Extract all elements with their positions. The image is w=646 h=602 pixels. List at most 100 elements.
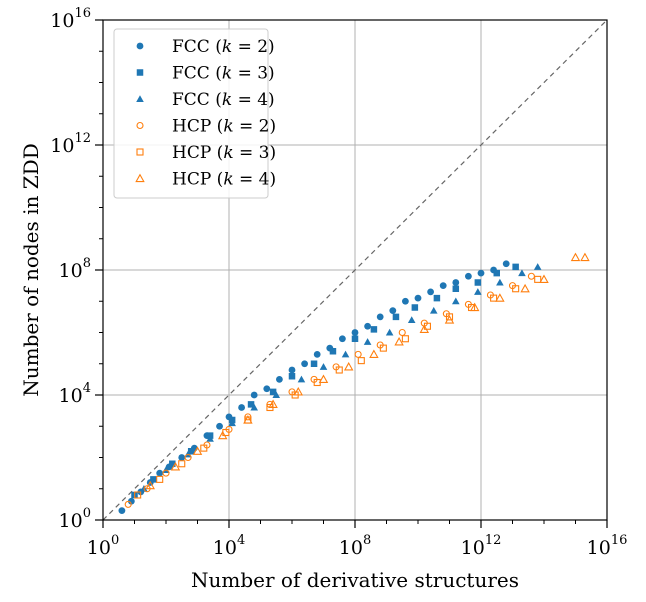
data-point: [379, 344, 387, 352]
data-point: [439, 282, 447, 290]
data-point: [533, 263, 542, 270]
data-point: [162, 469, 170, 477]
data-point: [310, 360, 318, 367]
data-point: [127, 497, 135, 505]
series-0: [118, 260, 510, 515]
data-point: [527, 272, 535, 280]
reference-diagonal-line: [102, 19, 608, 521]
data-point: [170, 461, 181, 471]
data-point: [329, 348, 337, 355]
data-point: [238, 404, 246, 411]
data-point: [520, 283, 530, 293]
data-point: [411, 304, 419, 311]
data-point: [419, 324, 430, 333]
data-point: [272, 391, 281, 399]
x-tick-label: 104: [213, 533, 245, 559]
data-point: [288, 366, 296, 374]
data-point: [269, 388, 277, 396]
data-point: [518, 269, 526, 277]
data-point: [469, 302, 480, 312]
x-tick-label: 100: [87, 533, 119, 559]
legend-marker: [136, 121, 144, 130]
series-3: [124, 272, 535, 508]
legend-label: FCC (k = 2): [172, 37, 275, 57]
y-tick-label: 1016: [50, 6, 91, 32]
data-point: [369, 349, 379, 358]
legend-marker: [136, 42, 144, 50]
data-point: [474, 288, 482, 295]
data-point: [512, 285, 520, 293]
legend-marker: [136, 95, 144, 103]
data-point: [427, 288, 434, 296]
data-point: [445, 313, 454, 321]
data-point: [407, 316, 416, 324]
data-point: [250, 391, 258, 399]
data-point: [364, 322, 371, 330]
data-point: [339, 335, 346, 343]
series-4: [134, 275, 542, 499]
data-point: [357, 357, 365, 365]
legend-label: HCP (k = 4): [172, 170, 276, 190]
data-point: [376, 313, 384, 321]
data-point: [124, 500, 132, 508]
data-point: [343, 361, 354, 371]
legend-label: FCC (k = 4): [172, 90, 275, 110]
data-point: [297, 375, 306, 383]
data-point: [402, 297, 409, 305]
data-point: [216, 422, 223, 430]
data-point: [156, 469, 164, 477]
data-point: [401, 335, 409, 343]
data-point: [341, 350, 350, 358]
data-point: [313, 350, 321, 358]
data-point: [263, 385, 271, 393]
series-1: [131, 263, 519, 499]
legend-label: HCP (k = 2): [172, 117, 276, 137]
data-point: [247, 401, 255, 408]
data-point: [150, 476, 157, 483]
data-point: [429, 306, 438, 314]
data-point: [301, 360, 308, 368]
data-point: [228, 419, 236, 427]
data-point: [477, 269, 485, 277]
data-point: [134, 491, 142, 499]
data-point: [465, 272, 472, 280]
legend-marker: [135, 173, 145, 183]
data-point: [243, 415, 253, 424]
data-point: [268, 399, 278, 408]
data-point: [392, 313, 400, 321]
data-point: [370, 326, 378, 333]
data-point: [288, 373, 296, 380]
series-5: [145, 252, 590, 490]
data-point: [444, 315, 455, 324]
data-point: [385, 328, 394, 336]
data-point: [169, 460, 176, 467]
y-tick-label: 100: [59, 506, 91, 532]
data-point: [200, 444, 208, 452]
data-point: [363, 338, 372, 345]
x-tick-label: 108: [339, 533, 371, 559]
data-point: [433, 294, 441, 302]
y-axis-label: Number of nodes in ZDD: [19, 143, 43, 397]
data-point: [145, 480, 155, 490]
legend-box: [113, 28, 269, 199]
data-point: [414, 294, 422, 302]
data-point: [184, 453, 192, 462]
data-point: [335, 366, 343, 374]
legend-label: HCP (k = 3): [172, 143, 276, 163]
data-point: [570, 252, 581, 262]
data-point: [496, 278, 504, 286]
data-point: [502, 260, 510, 268]
data-point: [318, 374, 329, 383]
data-point: [156, 475, 164, 483]
y-tick-label: 108: [59, 256, 91, 282]
data-point: [250, 403, 258, 411]
data-point: [534, 275, 542, 283]
data-point: [178, 454, 186, 461]
data-point: [351, 335, 359, 342]
data-point: [192, 446, 203, 455]
data-point: [398, 328, 406, 337]
legend-label: FCC (k = 3): [172, 64, 275, 84]
data-point: [580, 252, 590, 262]
